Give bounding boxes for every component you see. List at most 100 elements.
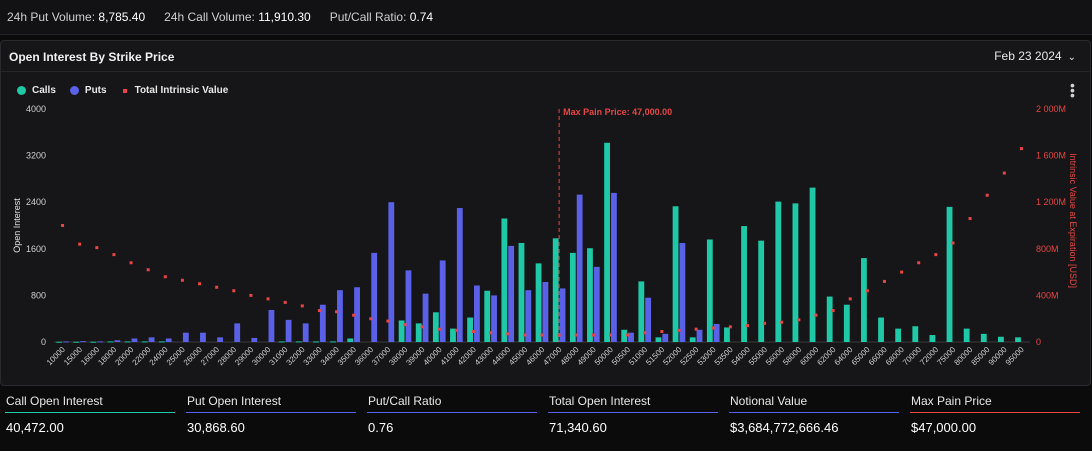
puts-bar [63,341,69,343]
intrinsic-value-marker [900,270,904,274]
puts-bar [542,282,549,342]
calls-bar [569,252,576,342]
intrinsic-value-marker [163,275,167,279]
calls-bar [997,336,1004,342]
puts-bar [593,266,600,342]
intrinsic-value-marker [249,293,253,297]
stat-value: 0.76 [368,420,394,435]
stat-label: Max Pain Price [911,394,992,408]
legend-item-puts[interactable]: Puts [69,85,107,96]
puts-bar [508,245,515,342]
calls-bar [467,317,474,342]
intrinsic-value-marker [797,318,801,322]
y2-axis-title: Intrinsic Value at Expiration [USD] [1068,153,1078,288]
intrinsic-value-marker [61,224,65,227]
puts-bar [251,337,258,342]
puts-bar [200,332,206,342]
y-tick-label: 800 [31,290,46,300]
stat-label: Total Open Interest [549,394,651,408]
puts-bar [679,242,686,342]
more-options-icon[interactable]: • • • [1070,77,1075,103]
intrinsic-value-marker [951,241,955,245]
chart-legend: Calls Puts Total Intrinsic Value [17,85,242,96]
intrinsic-value-marker [146,268,150,272]
calls-bar [792,203,799,342]
calls-bar [621,329,628,342]
puts-bar [439,260,446,342]
calls-bar [141,341,148,343]
intrinsic-value-marker [489,331,493,335]
puts-bar [131,338,138,342]
chevron-down-icon: ⌄ [1067,52,1076,63]
stat-underline [548,412,718,413]
intrinsic-value-marker [317,309,321,313]
legend-item-calls[interactable]: Calls [17,85,56,96]
intrinsic-value-marker [472,330,476,334]
puts-bar [319,304,326,342]
puts-bar [165,338,172,342]
puts-bar [576,194,583,342]
puts-bar [696,329,703,342]
volume-summary-bar: 24h Put Volume: 8,785.40 24h Call Volume… [0,0,1092,35]
intrinsic-value-marker [694,327,698,331]
put-volume-label: 24h Put Volume: [7,10,96,24]
intrinsic-value-marker [848,297,852,301]
puts-bar [456,208,463,342]
intrinsic-value-marker [78,242,82,246]
calls-bar [158,341,165,343]
intrinsic-value-marker [591,333,595,337]
stat-label: Notional Value [730,394,808,408]
y-tick-label: 2400 [26,197,46,207]
calls-bar [415,323,422,342]
puts-bar [268,309,275,342]
put-volume-value: 8,785.40 [98,10,146,24]
intrinsic-value-marker [232,289,236,293]
stat-call-open-interest: Call Open Interest 40,472.00 [5,388,181,451]
stat-label: Call Open Interest [6,394,103,408]
stat-value: 71,340.60 [549,420,607,435]
puts-bar [148,337,155,342]
legend-puts-label: Puts [84,85,107,96]
calls-bar [501,218,508,342]
puts-bar [474,285,480,342]
intrinsic-value-marker [831,309,835,313]
calls-bar [107,341,114,343]
puts-bar [114,340,121,342]
calls-dot-icon [17,86,26,95]
calls-bar [398,320,405,342]
legend-item-intrinsic[interactable]: Total Intrinsic Value [121,85,229,96]
calls-bar [929,335,936,342]
puts-bar [645,297,652,342]
intrinsic-value-marker [917,261,921,265]
calls-bar [330,341,337,343]
puts-bar [371,252,378,342]
puts-dot-icon [69,86,79,95]
y-tick-label: 0 [41,337,46,347]
legend-calls-label: Calls [32,85,56,96]
calls-bar [689,337,696,342]
put-volume-stat: 24h Put Volume: 8,785.40 [7,10,145,24]
puts-bar [713,323,720,342]
y-tick-label: 4000 [26,104,46,114]
expiry-date-dropdown[interactable]: Feb 23 2024 ⌄ [994,49,1076,63]
intrinsic-value-marker [198,282,202,286]
calls-bar [347,338,354,342]
intrinsic-value-marker [403,323,407,327]
panel-header: Open Interest By Strike Price Feb 23 202… [1,41,1090,72]
puts-bar [422,293,429,342]
y2-tick-label: 1 600M [1036,151,1066,161]
intrinsic-value-marker [608,333,612,337]
stat-put-call-ratio: Put/Call Ratio 0.76 [367,388,543,451]
intrinsic-value-marker [711,326,715,330]
intrinsic-value-marker [180,278,184,282]
calls-bar [552,238,559,342]
puts-bar [525,290,532,342]
puts-bar [97,341,104,343]
put-call-ratio-value: 0.74 [409,10,434,24]
intrinsic-value-marker [728,325,732,329]
stat-value: $3,684,772,666.46 [730,420,839,435]
calls-bar [638,281,645,342]
puts-bar [662,333,669,342]
legend-intrinsic-label: Total Intrinsic Value [134,85,229,96]
calls-bar [56,341,63,343]
